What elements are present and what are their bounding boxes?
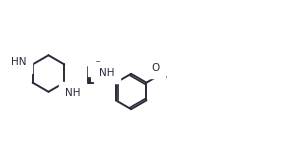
Text: NH: NH: [99, 68, 115, 78]
Text: HN: HN: [11, 57, 26, 67]
Text: O: O: [94, 61, 102, 71]
Text: O: O: [151, 63, 160, 73]
Text: NH: NH: [65, 88, 80, 98]
